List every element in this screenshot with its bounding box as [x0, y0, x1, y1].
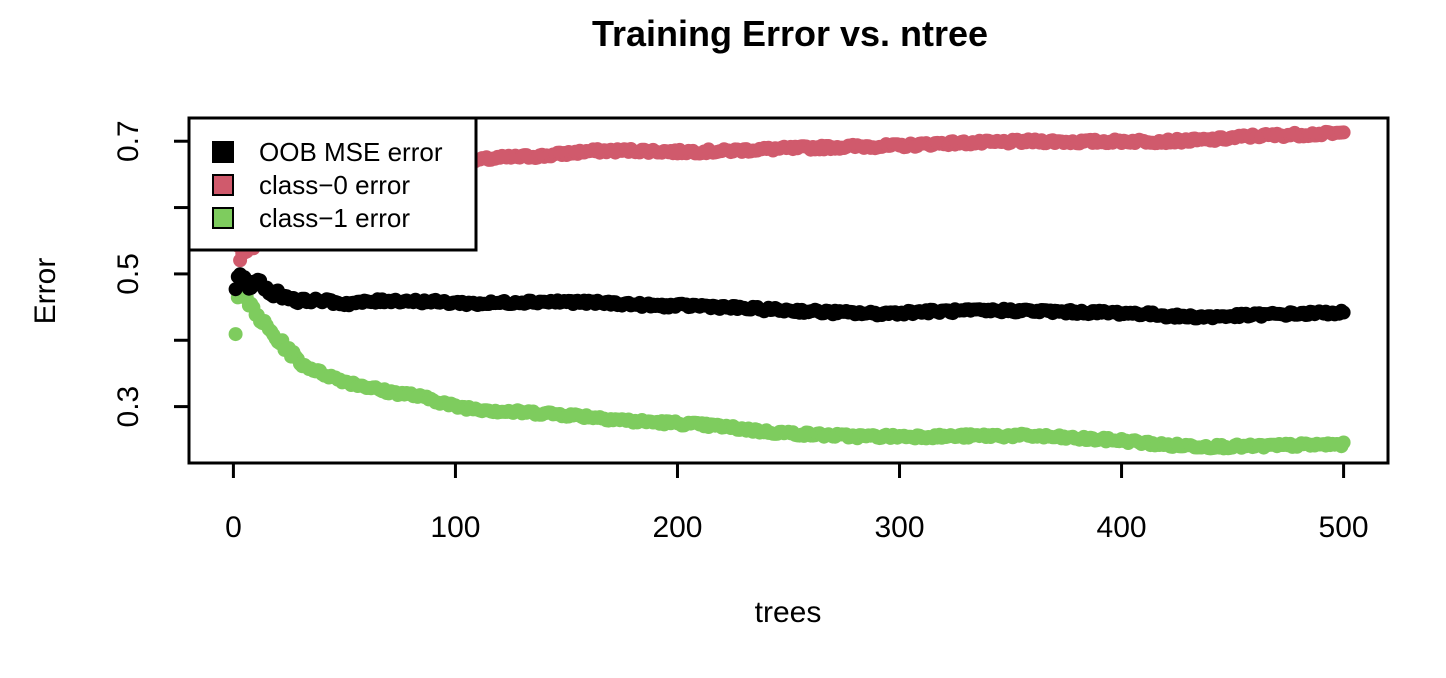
y-tick-label: 0.7	[112, 120, 145, 162]
y-axis-label: Error	[29, 258, 62, 325]
data-point	[1336, 125, 1351, 140]
series-1-points	[228, 267, 1351, 326]
axes: 0 100 200 300 400 500 0.3 0.5 0.7	[112, 120, 1369, 544]
series-3-points	[228, 284, 1351, 456]
x-tick-label: 200	[652, 511, 702, 544]
x-tick-label: 0	[225, 511, 242, 544]
legend-label: class−0 error	[259, 170, 410, 200]
x-axis-label: trees	[755, 596, 822, 629]
legend-label: class−1 error	[259, 203, 410, 233]
y-tick-label: 0.3	[112, 386, 145, 428]
x-tick-label: 400	[1097, 511, 1147, 544]
legend-swatch	[212, 174, 234, 196]
legend-box	[187, 116, 478, 252]
x-tick-label: 300	[874, 511, 924, 544]
x-tick-label: 100	[430, 511, 480, 544]
data-point	[228, 327, 243, 342]
legend-label: OOB MSE error	[259, 137, 443, 167]
legend-swatch	[212, 207, 234, 229]
x-tick-label: 500	[1319, 511, 1369, 544]
data-point	[1336, 435, 1351, 450]
y-tick-label: 0.5	[112, 253, 145, 295]
chart-title: Training Error vs. ntree	[592, 13, 988, 54]
data-point	[1336, 305, 1351, 320]
legend-swatch	[212, 141, 234, 163]
